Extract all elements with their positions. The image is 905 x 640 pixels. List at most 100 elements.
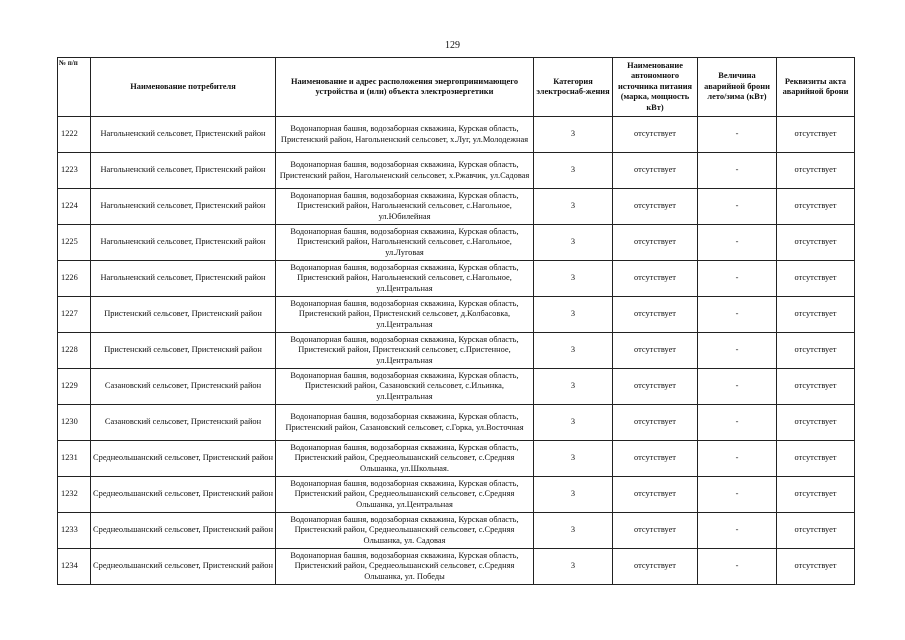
cell-col-power-source: отсутствует: [612, 404, 698, 441]
cell-col-number: 1225: [57, 224, 91, 261]
cell-col-number: 1223: [57, 152, 91, 189]
cell-col-power-source: отсутствует: [612, 224, 698, 261]
cell-col-act: отсутствует: [776, 296, 855, 333]
cell-col-address: Водонапорная башня, водозаборная скважин…: [275, 296, 534, 333]
cell-col-reserve: -: [697, 260, 777, 297]
cell-col-category: 3: [533, 152, 613, 189]
table-row: 1225 Нагольненский сельсовет, Пристенский…: [57, 224, 855, 261]
cell-col-reserve: -: [697, 548, 777, 585]
cell-col-act: отсутствует: [776, 116, 855, 153]
cell-col-address: Водонапорная башня, водозаборная скважин…: [275, 476, 534, 513]
cell-col-consumer: Среднеольшанский сельсовет, Пристенский …: [90, 440, 276, 477]
cell-col-consumer: Пристенский сельсовет, Пристенский район: [90, 332, 276, 369]
cell-col-consumer: Среднеольшанский сельсовет, Пристенский …: [90, 512, 276, 549]
cell-col-consumer: Сазановский сельсовет, Пристенский район: [90, 404, 276, 441]
cell-col-reserve: -: [697, 332, 777, 369]
header-col-address: Наименование и адрес расположения энерго…: [275, 57, 534, 117]
cell-col-act: отсутствует: [776, 332, 855, 369]
cell-col-address: Водонапорная башня, водозаборная скважин…: [275, 404, 534, 441]
cell-col-power-source: отсутствует: [612, 296, 698, 333]
header-col-power-source: Наименование автономного источника питан…: [612, 57, 698, 117]
cell-col-address: Водонапорная башня, водозаборная скважин…: [275, 260, 534, 297]
cell-col-consumer: Сазановский сельсовет, Пристенский район: [90, 368, 276, 405]
cell-col-consumer: Нагольненский сельсовет, Пристенский рай…: [90, 116, 276, 153]
cell-col-number: 1229: [57, 368, 91, 405]
consumers-table: № п/п Наименование потребителя Наименовани…: [57, 57, 855, 585]
cell-col-category: 3: [533, 224, 613, 261]
cell-col-power-source: отсутствует: [612, 260, 698, 297]
cell-col-power-source: отсутствует: [612, 476, 698, 513]
cell-col-number: 1228: [57, 332, 91, 369]
cell-col-power-source: отсутствует: [612, 512, 698, 549]
cell-col-reserve: -: [697, 116, 777, 153]
cell-col-consumer: Пристенский сельсовет, Пристенский район: [90, 296, 276, 333]
cell-col-number: 1234: [57, 548, 91, 585]
table-row: 1227 Пристенский сельсовет, Пристенский р…: [57, 296, 855, 333]
cell-col-category: 3: [533, 476, 613, 513]
cell-col-address: Водонапорная башня, водозаборная скважин…: [275, 512, 534, 549]
table-row: 1230 Сазановский сельсовет, Пристенский р…: [57, 404, 855, 441]
header-row: № п/п Наименование потребителя Наименовани…: [57, 57, 855, 117]
cell-col-reserve: -: [697, 224, 777, 261]
cell-col-power-source: отсутствует: [612, 548, 698, 585]
cell-col-reserve: -: [697, 476, 777, 513]
cell-col-power-source: отсутствует: [612, 440, 698, 477]
cell-col-number: 1230: [57, 404, 91, 441]
cell-col-act: отсутствует: [776, 404, 855, 441]
cell-col-power-source: отсутствует: [612, 188, 698, 225]
cell-col-number: 1232: [57, 476, 91, 513]
cell-col-power-source: отсутствует: [612, 152, 698, 189]
cell-col-address: Водонапорная башня, водозаборная скважин…: [275, 368, 534, 405]
header-col-reserve: Величина аварийной брони лето/зима (кВт): [697, 57, 777, 117]
cell-col-address: Водонапорная башня, водозаборная скважин…: [275, 188, 534, 225]
cell-col-address: Водонапорная башня, водозаборная скважин…: [275, 224, 534, 261]
cell-col-act: отсутствует: [776, 440, 855, 477]
cell-col-act: отсутствует: [776, 476, 855, 513]
cell-col-category: 3: [533, 188, 613, 225]
cell-col-address: Водонапорная башня, водозаборная скважин…: [275, 548, 534, 585]
cell-col-address: Водонапорная башня, водозаборная скважин…: [275, 332, 534, 369]
page-number: 129: [445, 40, 460, 51]
cell-col-act: отсутствует: [776, 512, 855, 549]
cell-col-consumer: Среднеольшанский сельсовет, Пристенский …: [90, 548, 276, 585]
table-row: 1224 Нагольненский сельсовет, Пристенский…: [57, 188, 855, 225]
cell-col-consumer: Среднеольшанский сельсовет, Пристенский …: [90, 476, 276, 513]
cell-col-reserve: -: [697, 440, 777, 477]
cell-col-reserve: -: [697, 152, 777, 189]
table-row: 1231 Среднеольшанский сельсовет, Пристенс…: [57, 440, 855, 477]
table-row: 1234 Среднеольшанский сельсовет, Пристенс…: [57, 548, 855, 585]
table-row: 1222 Нагольненский сельсовет, Пристенский…: [57, 116, 855, 153]
header-col-consumer: Наименование потребителя: [90, 57, 276, 117]
cell-col-number: 1227: [57, 296, 91, 333]
cell-col-category: 3: [533, 296, 613, 333]
cell-col-category: 3: [533, 368, 613, 405]
table-row: 1232 Среднеольшанский сельсовет, Пристенс…: [57, 476, 855, 513]
cell-col-act: отсутствует: [776, 224, 855, 261]
cell-col-category: 3: [533, 404, 613, 441]
cell-col-category: 3: [533, 332, 613, 369]
cell-col-power-source: отсутствует: [612, 116, 698, 153]
cell-col-act: отсутствует: [776, 548, 855, 585]
cell-col-number: 1226: [57, 260, 91, 297]
table-row: 1223 Нагольненский сельсовет, Пристенский…: [57, 152, 855, 189]
cell-col-reserve: -: [697, 368, 777, 405]
table-row: 1228 Пристенский сельсовет, Пристенский р…: [57, 332, 855, 369]
header-col-act: Реквизиты акта аварийной брони: [776, 57, 855, 117]
cell-col-power-source: отсутствует: [612, 368, 698, 405]
cell-col-act: отсутствует: [776, 152, 855, 189]
cell-col-reserve: -: [697, 512, 777, 549]
cell-col-address: Водонапорная башня, водозаборная скважин…: [275, 440, 534, 477]
cell-col-consumer: Нагольненский сельсовет, Пристенский рай…: [90, 224, 276, 261]
cell-col-act: отсутствует: [776, 260, 855, 297]
cell-col-number: 1224: [57, 188, 91, 225]
cell-col-power-source: отсутствует: [612, 332, 698, 369]
cell-col-consumer: Нагольненский сельсовет, Пристенский рай…: [90, 152, 276, 189]
cell-col-reserve: -: [697, 188, 777, 225]
table-row: 1226 Нагольненский сельсовет, Пристенский…: [57, 260, 855, 297]
cell-col-number: 1222: [57, 116, 91, 153]
cell-col-category: 3: [533, 116, 613, 153]
cell-col-address: Водонапорная башня, водозаборная скважин…: [275, 116, 534, 153]
cell-col-reserve: -: [697, 404, 777, 441]
cell-col-number: 1233: [57, 512, 91, 549]
table-row: 1229 Сазановский сельсовет, Пристенский р…: [57, 368, 855, 405]
